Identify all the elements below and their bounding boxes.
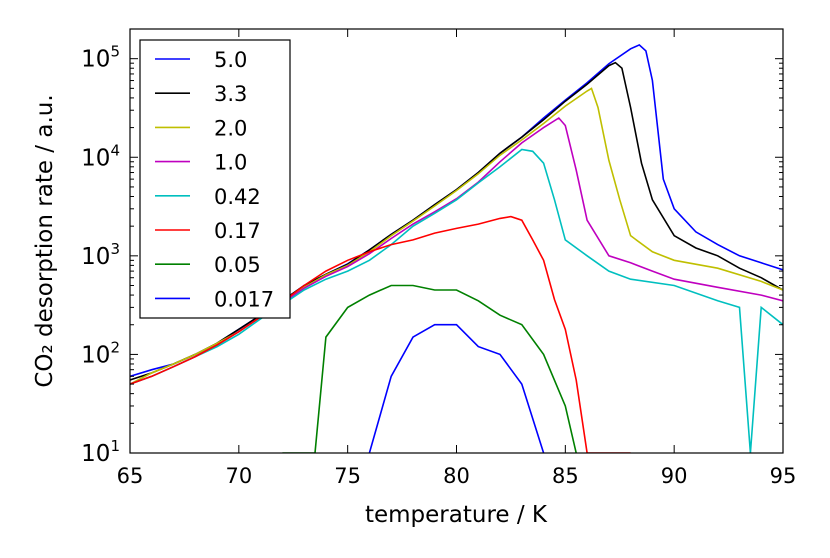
y-axis-label: CO₂ desorption rate / a.u.	[32, 94, 58, 387]
x-tick-label: 75	[334, 464, 361, 488]
legend-label: 0.17	[214, 219, 261, 243]
legend-label: 0.05	[214, 253, 261, 277]
legend-label: 1.0	[214, 151, 247, 175]
series-line-0.42	[130, 148, 783, 453]
legend-label: 0.42	[214, 185, 261, 209]
legend-label: 2.0	[214, 116, 247, 140]
y-tick-label: 101	[81, 437, 120, 467]
series-line-0.17	[130, 215, 631, 453]
x-tick-label: 65	[117, 464, 144, 488]
x-axis-label: temperature / K	[365, 502, 548, 528]
axis-ticks	[129, 28, 784, 454]
series-line-0.05	[282, 284, 577, 453]
x-tick-label: 85	[552, 464, 579, 488]
y-tick-label: 103	[81, 240, 120, 270]
y-tick-label: 105	[81, 43, 120, 73]
x-tick-labels: 65 70 75 80 85 90 95	[117, 464, 797, 488]
series-line-0.017	[368, 323, 545, 453]
series-lines	[130, 43, 783, 453]
legend-label: 0.017	[214, 287, 274, 311]
x-tick-label: 70	[225, 464, 252, 488]
x-tick-label: 80	[443, 464, 470, 488]
x-tick-label: 90	[661, 464, 688, 488]
y-tick-label: 102	[81, 338, 120, 368]
legend-box	[139, 39, 291, 319]
x-tick-label: 95	[770, 464, 797, 488]
legend: 5.0 3.3 2.0 1.0 0.42 0.17 0.05 0.017	[139, 39, 291, 319]
series-line-3.3	[130, 61, 783, 381]
y-tick-labels: 101 102 103 104 105	[81, 43, 120, 467]
y-tick-label: 104	[81, 141, 120, 171]
legend-label: 5.0	[214, 48, 247, 72]
legend-label: 3.3	[214, 82, 247, 106]
